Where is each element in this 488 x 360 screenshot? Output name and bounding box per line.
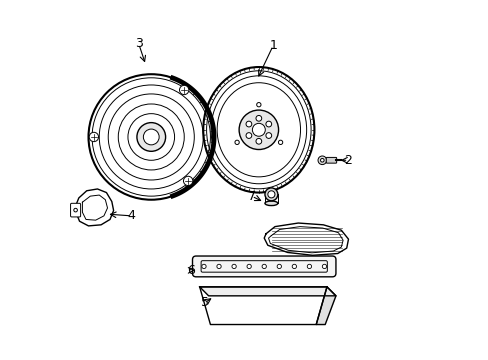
Polygon shape [199,287,326,324]
Circle shape [265,121,271,127]
Circle shape [245,133,251,138]
Circle shape [252,123,265,136]
FancyBboxPatch shape [70,203,81,217]
Circle shape [74,208,77,212]
Circle shape [320,158,324,162]
Circle shape [202,264,206,269]
Circle shape [143,129,159,145]
Text: 7: 7 [247,190,255,203]
Circle shape [322,264,326,269]
FancyBboxPatch shape [192,256,335,277]
Circle shape [278,140,282,144]
Circle shape [306,264,311,269]
Circle shape [265,133,271,138]
Circle shape [239,110,278,149]
Circle shape [256,103,261,107]
Text: 6: 6 [186,264,194,277]
Circle shape [179,85,188,95]
FancyBboxPatch shape [325,157,336,163]
Text: 4: 4 [127,210,135,222]
Circle shape [183,176,192,186]
Text: 3: 3 [135,37,142,50]
Text: 1: 1 [269,39,277,52]
Circle shape [267,191,274,198]
Polygon shape [199,287,335,296]
Circle shape [277,264,281,269]
Circle shape [262,264,266,269]
Circle shape [89,132,99,141]
Circle shape [264,188,277,201]
Polygon shape [76,189,113,226]
Circle shape [245,121,251,127]
Text: 5: 5 [201,296,209,309]
Circle shape [137,123,165,151]
Circle shape [234,140,239,144]
Polygon shape [316,287,335,324]
Circle shape [317,156,326,165]
Circle shape [292,264,296,269]
Circle shape [217,264,221,269]
Text: 2: 2 [344,154,352,167]
Circle shape [246,264,251,269]
Circle shape [255,116,261,121]
Ellipse shape [264,201,277,206]
Polygon shape [264,223,348,255]
Ellipse shape [203,67,314,193]
Circle shape [255,138,261,144]
Circle shape [88,74,214,200]
Circle shape [231,264,236,269]
